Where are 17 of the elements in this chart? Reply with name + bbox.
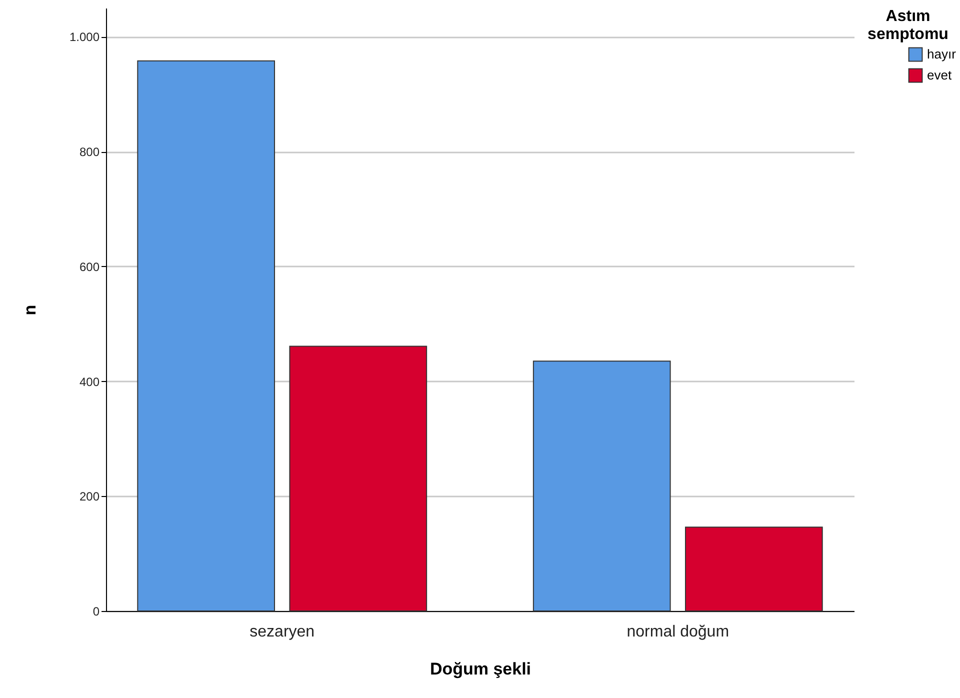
bar <box>137 60 276 612</box>
bar <box>532 360 671 612</box>
y-tick-label: 600 <box>79 260 100 274</box>
legend-title: Astım semptomu <box>868 8 948 43</box>
y-tick-label: 1.000 <box>69 30 100 44</box>
y-axis-title: n <box>20 304 40 316</box>
y-tick-label: 200 <box>79 490 100 504</box>
legend-label: hayır <box>927 46 957 62</box>
legend-label: evet <box>927 68 952 82</box>
x-axis-title: Doğum şekli <box>430 660 532 678</box>
y-tick-label: 0 <box>92 604 100 618</box>
bar <box>289 346 428 612</box>
y-tick-label: 800 <box>79 145 100 160</box>
bar <box>684 526 823 612</box>
x-tick-label: normal doğum <box>626 624 730 640</box>
x-tick-label: sezaryen <box>250 624 315 640</box>
y-tick-label: 400 <box>79 374 100 389</box>
